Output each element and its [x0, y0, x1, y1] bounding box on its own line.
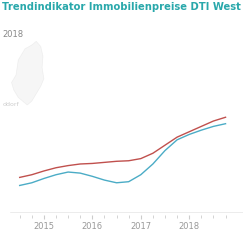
Text: 2018: 2018: [2, 30, 24, 39]
Polygon shape: [12, 41, 44, 105]
Text: ddorf: ddorf: [2, 102, 19, 108]
Text: Trendindikator Immobilienpreise DTI West: Trendindikator Immobilienpreise DTI West: [2, 2, 242, 12]
